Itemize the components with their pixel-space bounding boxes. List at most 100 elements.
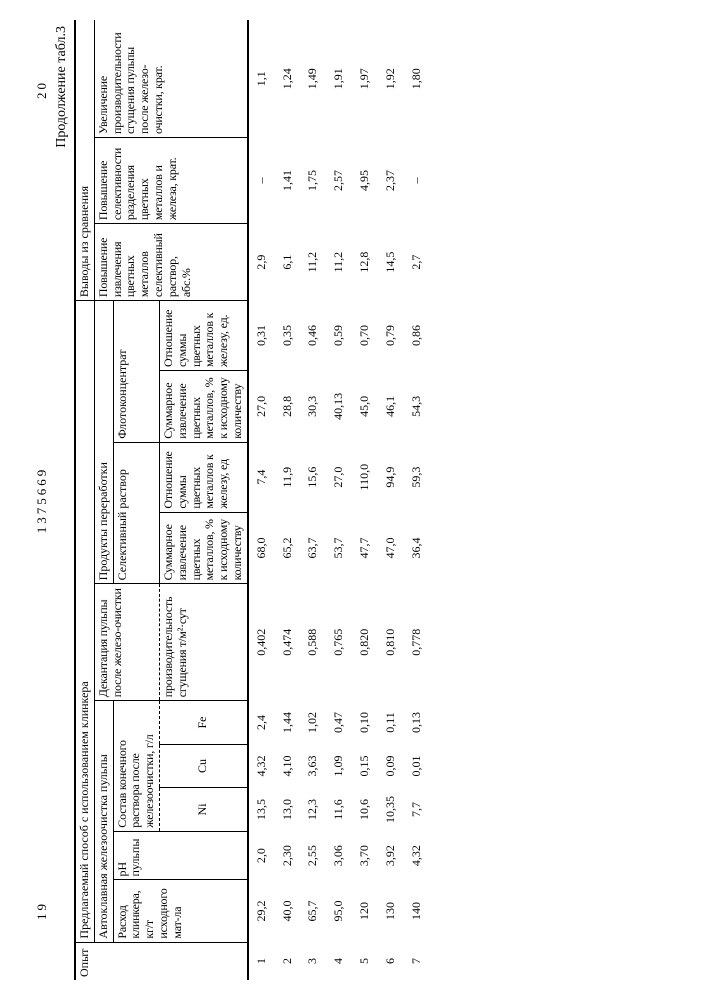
- table-cell: 47,0: [377, 512, 403, 584]
- table-cell: 3,92: [377, 831, 403, 880]
- table-cell: 0,588: [300, 584, 326, 701]
- page-number-left: 19: [34, 901, 50, 920]
- table-cell: 0,10: [351, 701, 377, 744]
- col-ni: Ni: [159, 788, 247, 831]
- table-cell: 0,778: [403, 584, 429, 701]
- table-cell: 3: [300, 942, 326, 980]
- table-cell: 2,57: [326, 137, 352, 223]
- col-pov-izv: Повышение извлечения цветных металлов се…: [94, 224, 247, 301]
- col-conclusions: Выводы из сравнения: [75, 20, 94, 301]
- col-products: Продукты переработки: [94, 301, 113, 584]
- col-selraster: Селективный раствор: [113, 442, 159, 584]
- table-cell: 28,8: [274, 370, 300, 442]
- col-proposed: Предлагаемый способ с использованием кли…: [75, 301, 94, 942]
- col-proizv: производительность сгущения т/м²·сут: [159, 584, 247, 701]
- table-cell: 130: [377, 880, 403, 942]
- col-pov-sel: Повышение селективности разделения цветн…: [94, 137, 247, 223]
- table-cell: 2,37: [377, 137, 403, 223]
- table-cell: 95,0: [326, 880, 352, 942]
- table-cell: 68,0: [247, 512, 274, 584]
- page-header-numbers: 19 1375669 20: [34, 20, 54, 980]
- table-cell: 13,0: [274, 788, 300, 831]
- col-otn-fe2: Отношение суммы цветных металлов к желез…: [159, 301, 247, 371]
- table-cell: 6: [377, 942, 403, 980]
- table-cell: –: [247, 137, 274, 223]
- table-cell: 1,80: [403, 20, 429, 137]
- table-cell: –: [403, 137, 429, 223]
- col-floto: Флотоконцентрат: [113, 301, 159, 443]
- table-cell: 2,30: [274, 831, 300, 880]
- table-cell: 2,55: [300, 831, 326, 880]
- table-cell: 3,63: [300, 744, 326, 787]
- table-cell: 1,97: [351, 20, 377, 137]
- table-cell: 4: [326, 942, 352, 980]
- table-cell: 120: [351, 880, 377, 942]
- col-cu: Cu: [159, 744, 247, 787]
- col-sum-izv: Суммарное извлечение цветных металлов, %…: [159, 512, 247, 584]
- table-cell: 1,75: [300, 137, 326, 223]
- table-cell: 2,9: [247, 224, 274, 301]
- table-cell: 0,31: [247, 301, 274, 371]
- table-cell: 110,0: [351, 442, 377, 512]
- table-cell: 1,1: [247, 20, 274, 137]
- col-sostav: Состав конечного раствора после железооч…: [113, 701, 159, 831]
- table-cell: 14,5: [377, 224, 403, 301]
- table-cell: 0,09: [377, 744, 403, 787]
- table-cell: 12,8: [351, 224, 377, 301]
- table-cell: 0,402: [247, 584, 274, 701]
- table-cell: 1,24: [274, 20, 300, 137]
- table-row: 365,72,5512,33,631,020,58863,715,630,30,…: [300, 20, 326, 980]
- table-cell: 0,59: [326, 301, 352, 371]
- table-cell: 1,09: [326, 744, 352, 787]
- col-fe: Fe: [159, 701, 247, 744]
- table-cell: 0,810: [377, 584, 403, 701]
- table-row: 71404,327,70,010,130,77836,459,354,30,86…: [403, 20, 429, 980]
- col-opyt: Опыт: [75, 942, 248, 980]
- table-cell: 2,0: [247, 831, 274, 880]
- table-cell: 4,32: [403, 831, 429, 880]
- table-cell: 0,46: [300, 301, 326, 371]
- table-cell: 2,4: [247, 701, 274, 744]
- table-cell: 0,13: [403, 701, 429, 744]
- table-cell: 140: [403, 880, 429, 942]
- table-cell: 11,9: [274, 442, 300, 512]
- table-cell: 3,70: [351, 831, 377, 880]
- table-cell: 0,01: [403, 744, 429, 787]
- table-cell: 30,3: [300, 370, 326, 442]
- table-row: 51203,7010,60,150,100,82047,7110,045,00,…: [351, 20, 377, 980]
- table-cell: 54,3: [403, 370, 429, 442]
- table-cell: 11,2: [300, 224, 326, 301]
- col-sum-izv2: Суммарное извлечение цветных металлов, %…: [159, 370, 247, 442]
- table-cell: 0,47: [326, 701, 352, 744]
- table-cell: 45,0: [351, 370, 377, 442]
- table-row: 495,03,0611,61,090,470,76553,727,040,130…: [326, 20, 352, 980]
- table-cell: 40,0: [274, 880, 300, 942]
- table-cell: 1: [247, 942, 274, 980]
- table-cell: 0,820: [351, 584, 377, 701]
- table-cell: 65,2: [274, 512, 300, 584]
- col-otn-fe: Отношение суммы цветных металлов к желез…: [159, 442, 247, 512]
- table-cell: 40,13: [326, 370, 352, 442]
- table-cell: 0,474: [274, 584, 300, 701]
- table-cell: 59,3: [403, 442, 429, 512]
- table-cell: 0,70: [351, 301, 377, 371]
- table-cell: 29,2: [247, 880, 274, 942]
- table-cell: 4,95: [351, 137, 377, 223]
- table-body: 129,22,013,54,322,40,40268,07,427,00,312…: [247, 20, 429, 980]
- table-cell: 4,10: [274, 744, 300, 787]
- table-cell: 12,3: [300, 788, 326, 831]
- page-number-right: 20: [34, 80, 50, 99]
- table-continuation-label: Продолжение табл.3: [54, 20, 74, 980]
- table-cell: 2: [274, 942, 300, 980]
- data-table: Опыт Предлагаемый способ с использование…: [74, 20, 429, 980]
- table-cell: 1,92: [377, 20, 403, 137]
- table-cell: 1,91: [326, 20, 352, 137]
- table-cell: 1,49: [300, 20, 326, 137]
- table-cell: 46,1: [377, 370, 403, 442]
- table-cell: 3,06: [326, 831, 352, 880]
- table-cell: 11,6: [326, 788, 352, 831]
- table-cell: 94,9: [377, 442, 403, 512]
- table-cell: 2,7: [403, 224, 429, 301]
- table-row: 240,02,3013,04,101,440,47465,211,928,80,…: [274, 20, 300, 980]
- table-cell: 15,6: [300, 442, 326, 512]
